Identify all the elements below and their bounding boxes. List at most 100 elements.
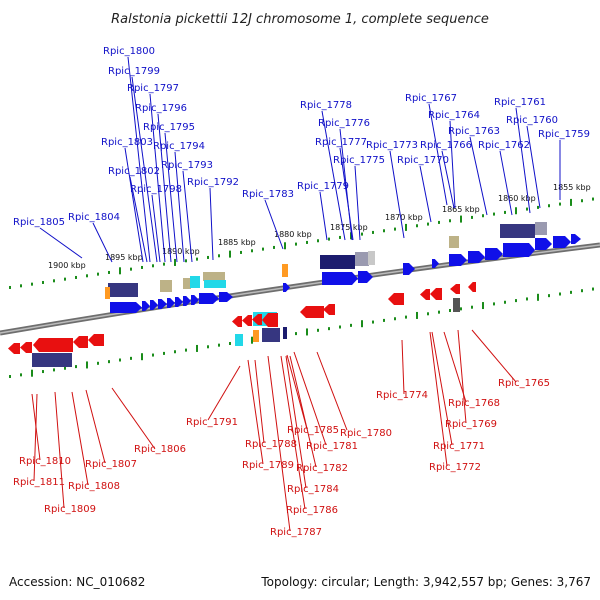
leader-line bbox=[127, 56, 151, 263]
gene-arrow bbox=[322, 272, 358, 285]
leader-line bbox=[429, 331, 448, 467]
gene-label[interactable]: Rpic_1769 bbox=[445, 419, 497, 430]
gene-label[interactable]: Rpic_1809 bbox=[44, 504, 96, 515]
feature-box bbox=[500, 224, 535, 238]
leader-line bbox=[449, 120, 456, 209]
feature-box bbox=[253, 330, 259, 342]
leader-line bbox=[209, 187, 214, 261]
feature-box bbox=[262, 328, 280, 342]
scale-label: 1880 kbp bbox=[274, 230, 312, 239]
gene-label[interactable]: Rpic_1796 bbox=[135, 103, 187, 114]
map-title: Ralstonia pickettii 12J chromosome 1, co… bbox=[111, 12, 489, 27]
gene-label[interactable]: Rpic_1775 bbox=[333, 155, 385, 166]
gene-label[interactable]: Rpic_1787 bbox=[270, 527, 322, 538]
scale-label: 1895 kbp bbox=[105, 253, 143, 262]
gene-label[interactable]: Rpic_1808 bbox=[68, 481, 120, 492]
gene-label[interactable]: Rpic_1807 bbox=[85, 459, 137, 470]
gene-arrow bbox=[468, 251, 485, 263]
gene-label[interactable]: Rpic_1768 bbox=[448, 398, 500, 409]
leader-line bbox=[131, 76, 158, 263]
feature-box bbox=[368, 251, 375, 265]
feature-box bbox=[453, 298, 460, 312]
gene-label[interactable]: Rpic_1782 bbox=[296, 463, 348, 474]
gene-label[interactable]: Rpic_1793 bbox=[161, 160, 213, 171]
leader-line bbox=[207, 365, 241, 421]
gene-label[interactable]: Rpic_1810 bbox=[19, 456, 71, 467]
gene-label[interactable]: Rpic_1766 bbox=[420, 140, 472, 151]
leader-line bbox=[321, 110, 346, 241]
leader-line bbox=[431, 331, 453, 446]
accession-text: Accession: NC_010682 bbox=[9, 575, 145, 589]
leader-line bbox=[428, 103, 448, 206]
gene-label[interactable]: Rpic_1762 bbox=[478, 140, 530, 151]
gene-label[interactable]: Rpic_1799 bbox=[108, 66, 160, 77]
scale-label: 1860 kbp bbox=[498, 194, 536, 203]
leader-line bbox=[39, 227, 83, 259]
gene-label[interactable]: Rpic_1767 bbox=[405, 93, 457, 104]
gene-arrow bbox=[110, 302, 142, 313]
gene-label[interactable]: Rpic_1803 bbox=[101, 137, 153, 148]
gene-arrow bbox=[283, 283, 290, 292]
leader-line bbox=[247, 359, 264, 465]
gene-label[interactable]: Rpic_1764 bbox=[428, 110, 480, 121]
gene-label[interactable]: Rpic_1759 bbox=[538, 129, 590, 140]
gene-label[interactable]: Rpic_1781 bbox=[306, 441, 358, 452]
gene-arrow bbox=[403, 263, 415, 275]
gene-label[interactable]: Rpic_1786 bbox=[286, 505, 338, 516]
gene-label[interactable]: Rpic_1805 bbox=[13, 217, 65, 228]
leader-line bbox=[457, 329, 467, 424]
gene-label[interactable]: Rpic_1777 bbox=[315, 137, 367, 148]
feature-box bbox=[355, 252, 369, 266]
gene-label[interactable]: Rpic_1770 bbox=[397, 155, 449, 166]
gene-label[interactable]: Rpic_1765 bbox=[498, 378, 550, 389]
leader-line bbox=[354, 165, 361, 241]
gene-label[interactable]: Rpic_1763 bbox=[448, 126, 500, 137]
scale-label: 1865 kbp bbox=[442, 205, 480, 214]
gene-label[interactable]: Rpic_1795 bbox=[143, 122, 195, 133]
gene-label[interactable]: Rpic_1798 bbox=[130, 184, 182, 195]
gene-label[interactable]: Rpic_1761 bbox=[494, 97, 546, 108]
gene-label[interactable]: Rpic_1785 bbox=[287, 425, 339, 436]
feature-box bbox=[282, 264, 288, 277]
feature-box bbox=[204, 280, 226, 288]
leader-line bbox=[129, 176, 148, 263]
gene-label[interactable]: Rpic_1804 bbox=[68, 212, 120, 223]
leader-line bbox=[124, 147, 144, 263]
gene-label[interactable]: Rpic_1760 bbox=[506, 115, 558, 126]
gene-label[interactable]: Rpic_1800 bbox=[103, 46, 155, 57]
gene-arrow bbox=[323, 304, 335, 315]
gene-label[interactable]: Rpic_1776 bbox=[318, 118, 370, 129]
gene-arrow bbox=[468, 282, 476, 292]
gene-label[interactable]: Rpic_1792 bbox=[187, 177, 239, 188]
gene-label[interactable]: Rpic_1779 bbox=[297, 181, 349, 192]
leader-line bbox=[264, 199, 284, 250]
gene-label[interactable]: Rpic_1789 bbox=[242, 460, 294, 471]
leader-line bbox=[149, 93, 166, 263]
gene-label[interactable]: Rpic_1788 bbox=[245, 439, 297, 450]
feature-box bbox=[235, 334, 243, 346]
gene-label[interactable]: Rpic_1811 bbox=[13, 477, 65, 488]
gene-label[interactable]: Rpic_1778 bbox=[300, 100, 352, 111]
scale-label: 1885 kbp bbox=[218, 238, 256, 247]
gene-arrow bbox=[430, 288, 442, 300]
feature-box bbox=[160, 280, 172, 292]
gene-arrow bbox=[300, 306, 324, 318]
gene-label[interactable]: Rpic_1780 bbox=[340, 428, 392, 439]
gene-label[interactable]: Rpic_1794 bbox=[153, 141, 205, 152]
gene-label[interactable]: Rpic_1774 bbox=[376, 390, 428, 401]
gene-label[interactable]: Rpic_1784 bbox=[287, 484, 339, 495]
gene-label[interactable]: Rpic_1806 bbox=[134, 444, 186, 455]
gene-label[interactable]: Rpic_1783 bbox=[242, 189, 294, 200]
gene-label[interactable]: Rpic_1773 bbox=[366, 140, 418, 151]
gene-label[interactable]: Rpic_1802 bbox=[108, 166, 160, 177]
gene-label[interactable]: Rpic_1771 bbox=[433, 441, 485, 452]
gene-label[interactable]: Rpic_1772 bbox=[429, 462, 481, 473]
gene-label[interactable]: Rpic_1791 bbox=[186, 417, 238, 428]
gene-label[interactable]: Rpic_1797 bbox=[127, 83, 179, 94]
feature-box bbox=[32, 353, 72, 367]
forward-gene-labels: Rpic_1800 Rpic_1799 Rpic_1797 Rpic_1796 … bbox=[13, 46, 590, 228]
leader-line bbox=[54, 391, 65, 509]
gene-arrow bbox=[503, 243, 535, 257]
